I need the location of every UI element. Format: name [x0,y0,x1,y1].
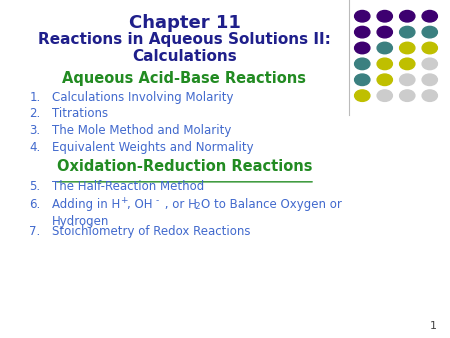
Text: Calculations Involving Molarity: Calculations Involving Molarity [52,91,233,103]
Text: The Half-Reaction Method: The Half-Reaction Method [52,180,204,193]
Circle shape [377,90,392,101]
Text: Aqueous Acid-Base Reactions: Aqueous Acid-Base Reactions [63,71,306,86]
Circle shape [355,74,370,86]
Circle shape [422,90,437,101]
Text: Oxidation-Reduction Reactions: Oxidation-Reduction Reactions [57,159,312,174]
Circle shape [400,42,415,54]
Text: 7.: 7. [29,225,40,238]
Circle shape [422,26,437,38]
Circle shape [400,90,415,101]
Circle shape [377,10,392,22]
Circle shape [400,10,415,22]
Circle shape [377,58,392,70]
Circle shape [377,74,392,86]
Text: 6.: 6. [29,198,40,211]
Text: O to Balance Oxygen or: O to Balance Oxygen or [201,198,342,211]
Circle shape [400,26,415,38]
Text: 1: 1 [429,321,436,331]
Text: , or H: , or H [161,198,197,211]
Circle shape [422,58,437,70]
Text: Equivalent Weights and Normality: Equivalent Weights and Normality [52,141,253,153]
Circle shape [422,42,437,54]
Text: , OH: , OH [127,198,153,211]
Text: Stoichiometry of Redox Reactions: Stoichiometry of Redox Reactions [52,225,250,238]
Text: Calculations: Calculations [132,49,237,64]
Circle shape [422,10,437,22]
Text: Chapter 11: Chapter 11 [129,14,240,31]
Text: -: - [155,196,158,205]
Circle shape [377,42,392,54]
Text: 2.: 2. [29,107,40,120]
Text: The Mole Method and Molarity: The Mole Method and Molarity [52,124,231,137]
Text: 2: 2 [194,202,200,211]
Circle shape [355,42,370,54]
Text: Reactions in Aqueous Solutions II:: Reactions in Aqueous Solutions II: [38,32,331,47]
Text: Adding in H: Adding in H [52,198,120,211]
Text: 1.: 1. [29,91,40,103]
Circle shape [400,58,415,70]
Circle shape [377,26,392,38]
Text: Hydrogen: Hydrogen [52,215,109,228]
Text: Titrations: Titrations [52,107,108,120]
Circle shape [355,58,370,70]
Circle shape [422,74,437,86]
Circle shape [355,10,370,22]
Text: 4.: 4. [29,141,40,153]
Circle shape [400,74,415,86]
Text: 3.: 3. [29,124,40,137]
Text: 5.: 5. [29,180,40,193]
Circle shape [355,90,370,101]
Circle shape [355,26,370,38]
Text: +: + [120,196,128,205]
